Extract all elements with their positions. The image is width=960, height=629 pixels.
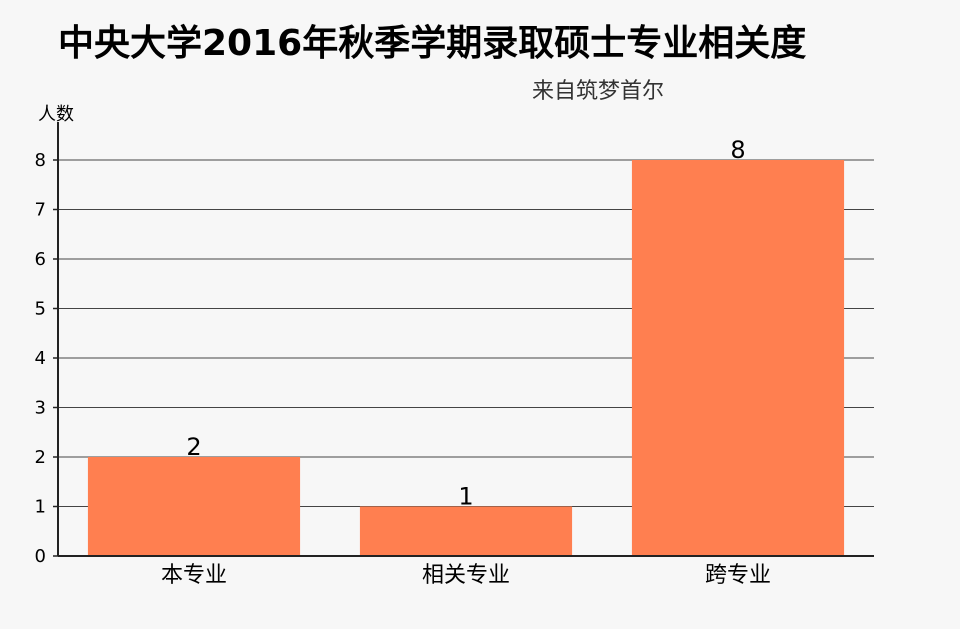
chart-subtitle: 来自筑梦首尔 — [532, 79, 664, 104]
y-tick-label: 0 — [35, 546, 46, 567]
bar-value-label: 8 — [730, 136, 745, 164]
y-tick-label: 7 — [35, 200, 46, 221]
value-labels: 2 1 8 — [186, 136, 745, 511]
y-tick-label: 6 — [35, 249, 46, 270]
y-tick-label: 5 — [35, 299, 46, 320]
bar-value-label: 2 — [186, 433, 201, 461]
bar-value-label: 1 — [458, 483, 473, 511]
x-tick-label: 本专业 — [161, 563, 227, 588]
x-tick-label: 跨专业 — [705, 563, 771, 588]
y-axis-label: 人数 — [38, 104, 74, 125]
y-tick-label: 1 — [35, 497, 46, 518]
bar — [87, 457, 301, 556]
x-tick-label: 相关专业 — [422, 563, 510, 588]
y-axis-ticks: 0 1 2 3 4 5 6 7 8 — [35, 150, 58, 567]
bar — [359, 506, 573, 556]
x-axis-ticks: 本专业 相关专业 跨专业 — [161, 563, 771, 588]
bar — [631, 160, 845, 556]
y-tick-label: 4 — [35, 348, 46, 369]
chart-title: 中央大学2016年秋季学期录取硕士专业相关度 — [58, 22, 806, 64]
bars — [87, 160, 845, 556]
y-tick-label: 3 — [35, 398, 46, 419]
y-tick-label: 2 — [35, 447, 46, 468]
y-tick-label: 8 — [35, 150, 46, 171]
